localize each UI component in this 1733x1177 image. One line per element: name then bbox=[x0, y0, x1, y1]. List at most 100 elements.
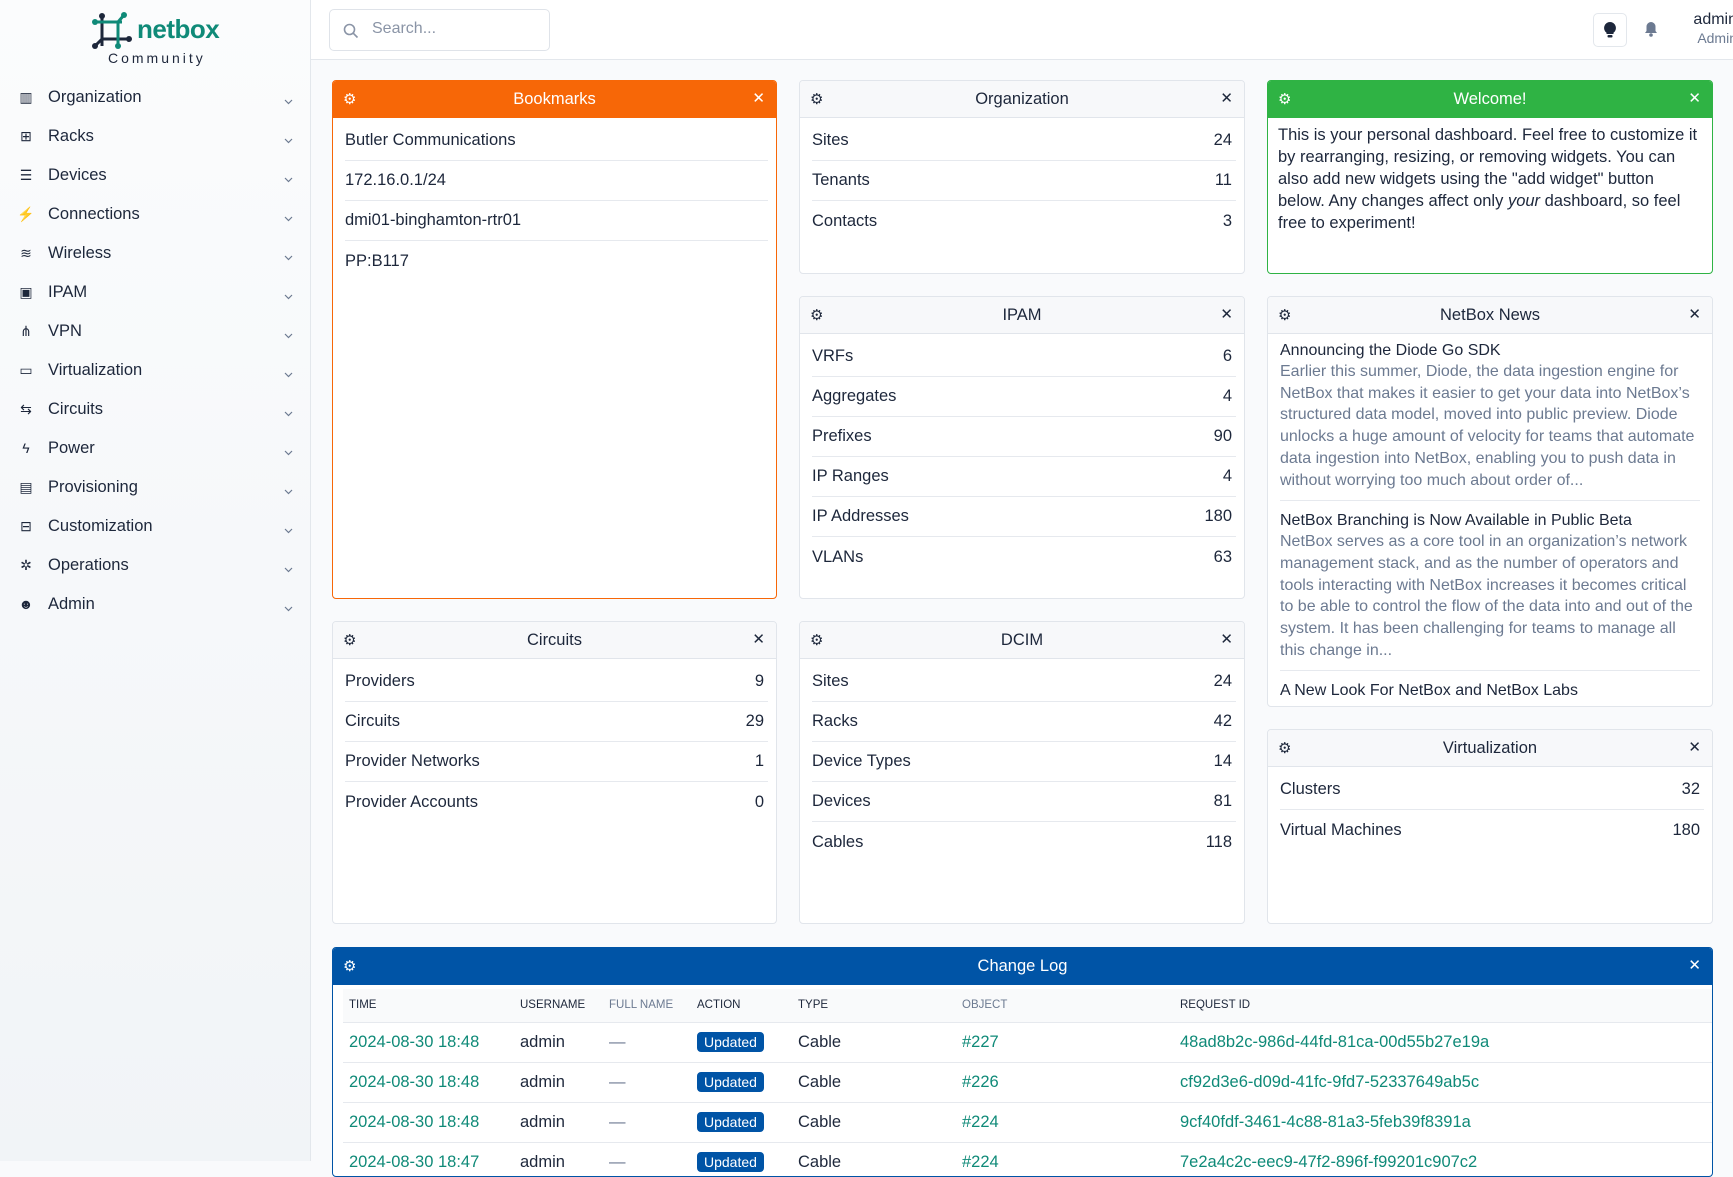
user-menu[interactable]: admin Admin bbox=[1671, 11, 1733, 46]
search-box[interactable] bbox=[329, 9, 550, 51]
bookmark-item[interactable]: 172.16.0.1/24 bbox=[345, 161, 768, 201]
stat-label[interactable]: Circuits bbox=[345, 712, 401, 730]
theme-toggle-button[interactable] bbox=[1593, 13, 1627, 47]
bookmark-item[interactable]: Butler Communications bbox=[345, 121, 768, 161]
close-icon[interactable]: ✕ bbox=[1688, 90, 1701, 107]
close-icon[interactable]: ✕ bbox=[1688, 306, 1701, 323]
gear-icon[interactable]: ⚙ bbox=[810, 632, 824, 649]
gear-icon[interactable]: ⚙ bbox=[810, 91, 824, 108]
stat-row[interactable]: Clusters 32 bbox=[1280, 770, 1704, 810]
request-id-link[interactable]: 9cf40fdf-3461-4c88-81a3-5feb39f8391a bbox=[1180, 1112, 1471, 1131]
bookmark-link[interactable]: 172.16.0.1/24 bbox=[345, 171, 446, 189]
stat-row[interactable]: Device Types 14 bbox=[812, 742, 1236, 782]
bookmark-link[interactable]: PP:B117 bbox=[345, 251, 409, 270]
sidebar-item-racks[interactable]: ⊞ Racks bbox=[0, 117, 311, 155]
stat-row[interactable]: VLANs 63 bbox=[812, 537, 1236, 577]
gear-icon[interactable]: ⚙ bbox=[810, 307, 824, 324]
stat-row[interactable]: Prefixes 90 bbox=[812, 417, 1236, 457]
close-icon[interactable]: ✕ bbox=[1220, 306, 1233, 323]
bookmark-item[interactable]: dmi01-binghamton-rtr01 bbox=[345, 201, 768, 241]
search-input[interactable] bbox=[372, 20, 542, 38]
bell-icon[interactable] bbox=[1644, 21, 1658, 37]
sidebar-item-provisioning[interactable]: ▤ Provisioning bbox=[0, 468, 311, 506]
close-icon[interactable]: ✕ bbox=[752, 90, 765, 107]
stat-label[interactable]: IP Ranges bbox=[812, 467, 889, 485]
stat-label[interactable]: Device Types bbox=[812, 752, 911, 770]
close-icon[interactable]: ✕ bbox=[752, 631, 765, 648]
stat-row[interactable]: Providers 9 bbox=[345, 662, 768, 702]
close-icon[interactable]: ✕ bbox=[1688, 957, 1701, 974]
object-link[interactable]: #224 bbox=[962, 1112, 999, 1131]
change-time-link[interactable]: 2024-08-30 18:48 bbox=[349, 1032, 480, 1051]
column-header[interactable]: USERNAME bbox=[514, 989, 603, 1023]
change-time-link[interactable]: 2024-08-30 18:47 bbox=[349, 1152, 480, 1171]
column-header[interactable]: TIME bbox=[343, 989, 514, 1023]
news-item[interactable]: Announcing the Diode Go SDK Earlier this … bbox=[1280, 340, 1700, 502]
stat-row[interactable]: Cables 118 bbox=[812, 822, 1236, 862]
news-title[interactable]: Announcing the Diode Go SDK bbox=[1280, 342, 1501, 359]
stat-row[interactable]: Sites 24 bbox=[812, 662, 1236, 702]
stat-row[interactable]: Provider Accounts 0 bbox=[345, 782, 768, 822]
stat-row[interactable]: Devices 81 bbox=[812, 782, 1236, 822]
stat-label[interactable]: Provider Accounts bbox=[345, 792, 478, 811]
news-title[interactable]: NetBox Branching is Now Available in Pub… bbox=[1280, 512, 1632, 530]
stat-label[interactable]: Devices bbox=[812, 792, 871, 810]
stat-row[interactable]: Aggregates 4 bbox=[812, 377, 1236, 417]
gear-icon[interactable]: ⚙ bbox=[343, 958, 357, 975]
stat-row[interactable]: Racks 42 bbox=[812, 702, 1236, 742]
gear-icon[interactable]: ⚙ bbox=[1278, 740, 1292, 757]
change-time-link[interactable]: 2024-08-30 18:48 bbox=[349, 1072, 480, 1091]
stat-label[interactable]: Sites bbox=[812, 131, 849, 149]
change-time-link[interactable]: 2024-08-30 18:48 bbox=[349, 1112, 480, 1131]
news-item[interactable]: A New Look For NetBox and NetBox Labs bbox=[1280, 680, 1700, 706]
stat-label[interactable]: VLANs bbox=[812, 547, 864, 566]
sidebar-item-devices[interactable]: ☰ Devices bbox=[0, 156, 311, 194]
stat-row[interactable]: IP Addresses 180 bbox=[812, 497, 1236, 537]
stat-label[interactable]: Providers bbox=[345, 672, 415, 690]
stat-label[interactable]: IP Addresses bbox=[812, 507, 909, 525]
stat-label[interactable]: Tenants bbox=[812, 171, 870, 189]
stat-row[interactable]: Contacts 3 bbox=[812, 201, 1236, 241]
stat-label[interactable]: Racks bbox=[812, 712, 858, 730]
gear-icon[interactable]: ⚙ bbox=[1278, 307, 1292, 324]
gear-icon[interactable]: ⚙ bbox=[343, 91, 357, 108]
stat-row[interactable]: VRFs 6 bbox=[812, 337, 1236, 377]
sidebar-item-virtualization[interactable]: ▭ Virtualization bbox=[0, 351, 311, 389]
sidebar-item-power[interactable]: ϟ Power bbox=[0, 429, 311, 467]
stat-label[interactable]: Clusters bbox=[1280, 780, 1341, 798]
bookmark-link[interactable]: Butler Communications bbox=[345, 131, 516, 149]
close-icon[interactable]: ✕ bbox=[1220, 90, 1233, 107]
stat-label[interactable]: Sites bbox=[812, 672, 849, 690]
stat-row[interactable]: IP Ranges 4 bbox=[812, 457, 1236, 497]
sidebar-item-ipam[interactable]: ▣ IPAM bbox=[0, 273, 311, 311]
sidebar-item-wireless[interactable]: ≋ Wireless bbox=[0, 234, 311, 272]
object-link[interactable]: #227 bbox=[962, 1032, 999, 1051]
stat-row[interactable]: Virtual Machines 180 bbox=[1280, 810, 1704, 850]
sidebar-item-circuits[interactable]: ⇆ Circuits bbox=[0, 390, 311, 428]
request-id-link[interactable]: cf92d3e6-d09d-41fc-9fd7-52337649ab5c bbox=[1180, 1072, 1480, 1091]
object-link[interactable]: #224 bbox=[962, 1152, 999, 1171]
request-id-link[interactable]: 7e2a4c2c-eec9-47f2-896f-f99201c907c2 bbox=[1180, 1152, 1478, 1171]
object-link[interactable]: #226 bbox=[962, 1072, 999, 1091]
sidebar-item-operations[interactable]: ✲ Operations bbox=[0, 546, 311, 584]
request-id-link[interactable]: 48ad8b2c-986d-44fd-81ca-00d55b27e19a bbox=[1180, 1032, 1490, 1051]
gear-icon[interactable]: ⚙ bbox=[343, 632, 357, 649]
stat-label[interactable]: Aggregates bbox=[812, 387, 897, 405]
bookmark-link[interactable]: dmi01-binghamton-rtr01 bbox=[345, 211, 522, 229]
sidebar-item-organization[interactable]: ▥ Organization bbox=[0, 78, 311, 116]
sidebar-item-admin[interactable]: ☻ Admin bbox=[0, 585, 311, 623]
stat-label[interactable]: VRFs bbox=[812, 347, 854, 365]
stat-label[interactable]: Virtual Machines bbox=[1280, 820, 1402, 839]
stat-label[interactable]: Cables bbox=[812, 832, 864, 851]
close-icon[interactable]: ✕ bbox=[1688, 739, 1701, 756]
stat-label[interactable]: Prefixes bbox=[812, 427, 872, 445]
stat-row[interactable]: Sites 24 bbox=[812, 121, 1236, 161]
stat-row[interactable]: Tenants 11 bbox=[812, 161, 1236, 201]
gear-icon[interactable]: ⚙ bbox=[1278, 91, 1292, 108]
bookmark-item[interactable]: PP:B117 bbox=[345, 241, 768, 281]
sidebar-item-connections[interactable]: ⚡ Connections bbox=[0, 195, 311, 233]
stat-label[interactable]: Provider Networks bbox=[345, 752, 480, 770]
news-title[interactable]: A New Look For NetBox and NetBox Labs bbox=[1280, 682, 1578, 700]
column-header[interactable]: REQUEST ID bbox=[1174, 989, 1712, 1023]
column-header[interactable]: OBJECT bbox=[956, 989, 1174, 1023]
